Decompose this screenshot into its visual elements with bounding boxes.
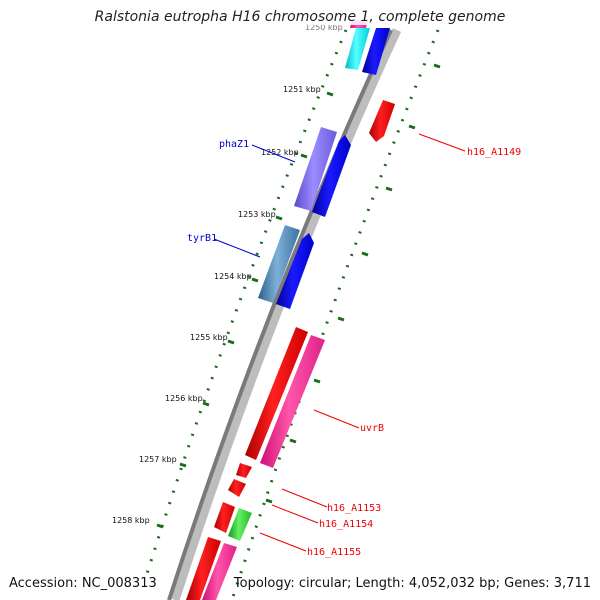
left-tick-track [143,29,348,581]
connector-h16-a1153 [281,488,328,508]
connector-h16-a1149 [418,133,466,152]
feature-pink-bottom[interactable] [202,543,237,600]
feature-blue-top[interactable] [362,28,390,75]
feature-red-bottom[interactable] [186,537,221,600]
gene-label-uvrb[interactable]: uvrB [360,423,384,434]
ruler-label-1250: 1250 kbp [305,23,343,32]
feature-red-uvrb-pair[interactable] [245,327,308,460]
feature-h16-a1154[interactable] [228,479,246,497]
gene-label-h16-a1149[interactable]: h16_A1149 [467,147,521,158]
ruler-ticks [156,91,334,529]
right-tick-track [230,29,440,600]
backbone-shadow [170,28,402,600]
accession-text: Accession: NC_008313 [9,576,157,591]
right-ruler-ticks [265,63,441,504]
connector-phaz1 [251,144,296,163]
gene-label-h16-a1154[interactable]: h16_A1154 [319,519,373,530]
ruler-label-1253: 1253 kbp [238,210,276,219]
gene-label-h16-a1155[interactable]: h16_A1155 [307,547,361,558]
connector-tyrb1 [213,238,261,258]
feature-blue-phaz1[interactable] [312,135,351,217]
ruler-label-1257: 1257 kbp [139,455,177,464]
ruler-label-1255: 1255 kbp [190,333,228,342]
feature-blue-tyrb1[interactable] [276,233,314,309]
feature-h16-a1153[interactable] [236,463,252,478]
feature-phaz1[interactable] [294,127,337,211]
feature-cyan-top[interactable] [345,28,370,70]
ruler-label-1258: 1258 kbp [112,516,150,525]
gene-label-tyrb1[interactable]: tyrB1 [187,233,217,244]
feature-tyrb1[interactable] [258,225,300,303]
feature-h16-a1149[interactable] [369,100,395,142]
genome-summary-text: Topology: circular; Length: 4,052,032 bp… [233,576,591,591]
connector-h16-a1154 [271,504,319,524]
backbone [167,29,393,600]
connector-uvrb [313,409,360,429]
ruler-label-1252: 1252 kbp [261,148,299,157]
map-title: Ralstonia eutropha H16 chromosome 1, com… [0,9,600,25]
ruler-label-1254: 1254 kbp [214,272,252,281]
gene-label-h16-a1153[interactable]: h16_A1153 [327,503,381,514]
feature-red-a1155-left[interactable] [214,502,235,533]
ruler-label-1256: 1256 kbp [165,394,203,403]
feature-uvrb[interactable] [260,335,325,468]
connector-h16-a1155 [259,532,307,552]
feature-h16-a1155[interactable] [228,508,252,541]
ruler-label-1251: 1251 kbp [283,85,321,94]
gene-label-phaz1[interactable]: phaZ1 [219,139,249,150]
